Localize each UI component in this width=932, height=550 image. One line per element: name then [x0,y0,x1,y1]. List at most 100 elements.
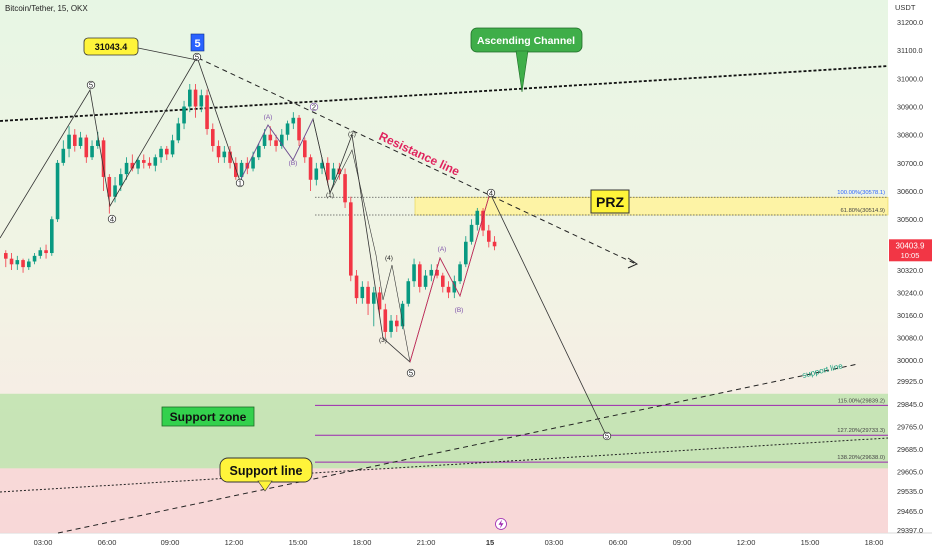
candle-body[interactable] [492,241,497,247]
candle-body[interactable] [475,210,480,225]
candle-body[interactable] [216,145,221,158]
candle-body[interactable] [55,162,60,220]
candle-body[interactable] [274,140,278,146]
candle-body[interactable] [101,140,106,177]
candle-body[interactable] [349,202,353,276]
candle-body[interactable] [113,185,117,197]
candle-body[interactable] [90,145,94,158]
candle-body[interactable] [67,134,71,149]
candle-body[interactable] [354,275,359,299]
candle-body[interactable] [38,250,43,256]
candle-body[interactable] [228,151,232,163]
candle-body[interactable] [78,137,83,146]
candle-body[interactable] [291,117,296,124]
wave-4-circle-icon [107,214,117,224]
candle-body[interactable] [268,134,273,141]
candle-body[interactable] [412,264,416,282]
candle-body[interactable] [452,281,457,293]
candle-body[interactable] [303,140,307,158]
candle-body[interactable] [360,286,365,299]
candle-body[interactable] [377,292,382,310]
candle-body[interactable] [406,281,411,304]
time-tick-label: 03:00 [34,538,53,547]
support-line-lower[interactable] [0,437,889,493]
candle-body[interactable] [142,160,146,163]
candle-body[interactable] [73,134,77,146]
candle-body[interactable] [251,157,255,169]
candle-body[interactable] [383,309,388,332]
swing-high-callout[interactable] [83,37,139,56]
candle-body[interactable] [21,260,25,268]
candle-body[interactable] [257,145,261,158]
time-axis-ticks: 03:00 06:00 09:00 12:00 15:00 18:00 21:00 15 03:… [34,538,884,547]
wave-5-box[interactable] [190,33,205,52]
candle-body[interactable] [176,123,181,141]
candle-body[interactable] [366,286,370,304]
candle-body[interactable] [32,255,37,262]
candle-body[interactable] [119,174,123,186]
candle-body[interactable] [280,134,284,146]
candle-body[interactable] [124,162,129,175]
candle-body[interactable] [458,264,462,282]
candle-body[interactable] [15,260,20,265]
candle-body[interactable] [314,168,319,180]
candle-body[interactable] [395,320,399,327]
candle-body[interactable] [435,269,439,276]
candle-body[interactable] [4,253,8,259]
candle-body[interactable] [469,224,474,242]
candle-body[interactable] [326,162,330,180]
candle-body[interactable] [211,129,215,146]
price-tick-label: 30240.0 [897,288,923,297]
candle-body[interactable] [337,168,342,175]
candle-body[interactable] [165,148,169,155]
candle-body[interactable] [389,320,393,332]
wave-5-box-text: 5 [194,38,200,50]
candle-body[interactable] [27,261,31,268]
candle-body[interactable] [61,148,66,163]
candle-body[interactable] [96,140,100,146]
candle-body[interactable] [9,258,14,265]
support-zone-callout[interactable] [161,406,255,427]
candle-body[interactable] [372,292,376,304]
ascending-channel-line[interactable] [0,65,889,122]
candle-body[interactable] [331,168,336,180]
candle-body[interactable] [199,95,204,107]
price-tick-label: 30600.0 [897,187,923,196]
candle-body[interactable] [262,134,267,146]
candle-body[interactable] [400,303,405,327]
lightning-icon[interactable] [495,518,507,530]
candle-body[interactable] [446,286,451,293]
candle-body[interactable] [441,275,445,287]
candle-body[interactable] [487,230,491,242]
candle-body[interactable] [222,151,227,158]
candle-body[interactable] [285,123,290,135]
candle-body[interactable] [464,241,468,265]
support-line-pointer-icon [257,480,273,492]
candle-body[interactable] [308,157,313,180]
candle-body[interactable] [418,264,422,287]
candle-body[interactable] [205,95,209,130]
candle-body[interactable] [188,89,192,107]
candle-body[interactable] [84,137,89,158]
candle-body[interactable] [130,162,135,169]
prz-callout[interactable] [590,189,630,214]
candle-body[interactable] [107,176,112,197]
candle-body[interactable] [481,210,485,231]
candle-body[interactable] [147,162,152,166]
candle-body[interactable] [170,140,175,155]
candle-body[interactable] [343,174,347,203]
candle-body[interactable] [153,157,158,166]
candle-body[interactable] [193,89,198,107]
candle-body[interactable] [320,162,324,169]
candle-body[interactable] [136,160,140,169]
candle-body[interactable] [423,275,428,287]
candle-body[interactable] [159,148,163,158]
candle-body[interactable] [182,106,186,124]
candle-body[interactable] [297,117,301,141]
candle-body[interactable] [239,162,244,177]
candle-body[interactable] [429,269,434,276]
candle-body[interactable] [50,219,54,254]
candle-body[interactable] [44,250,48,254]
support-line-upper[interactable] [57,363,859,534]
